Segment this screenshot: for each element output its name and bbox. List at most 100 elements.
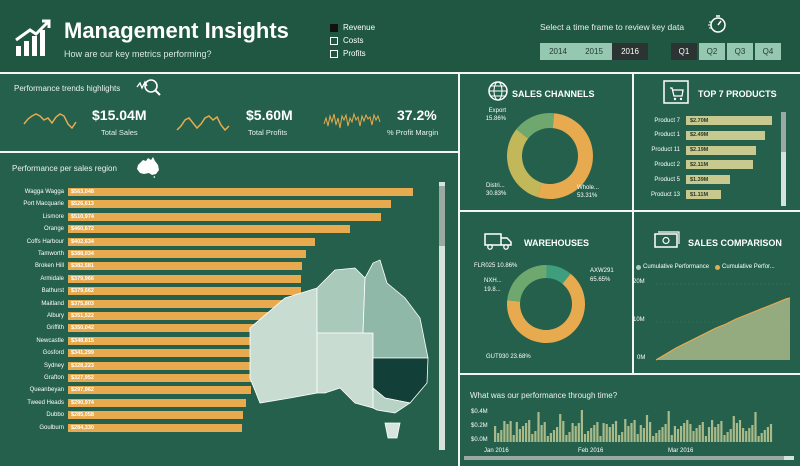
timeline-bar[interactable]: [503, 421, 506, 442]
timeline-scrollbar[interactable]: [464, 456, 794, 460]
region-bar[interactable]: $375,803: [68, 299, 299, 308]
scroll-thumb[interactable]: [781, 112, 786, 152]
timeline-bar[interactable]: [642, 428, 645, 442]
region-bar[interactable]: $328,223: [68, 361, 270, 370]
region-bar[interactable]: $348,815: [68, 336, 282, 345]
scroll-thumb[interactable]: [464, 456, 784, 460]
timeline-bar[interactable]: [748, 428, 751, 442]
timeline-bar[interactable]: [742, 428, 745, 442]
timeline-bar[interactable]: [512, 435, 515, 442]
timeline-bar[interactable]: [645, 415, 649, 442]
region-row[interactable]: Goulburn $284,330: [4, 422, 243, 434]
product-row[interactable]: Product 1 $2.49M: [640, 130, 766, 140]
timeline-bar[interactable]: [599, 436, 602, 442]
region-bar[interactable]: $379,966: [68, 274, 301, 283]
timeline-bar[interactable]: [587, 431, 590, 442]
quarter-button-q3[interactable]: Q3: [727, 43, 753, 60]
product-row[interactable]: Product 11 $2.19M: [640, 145, 756, 155]
products-scrollbar[interactable]: [781, 112, 786, 206]
timeline-bar[interactable]: [500, 430, 503, 442]
timeline-bar[interactable]: [497, 433, 500, 442]
timeline-bar[interactable]: [618, 435, 621, 442]
region-row[interactable]: Bathurst $379,662: [4, 285, 301, 297]
product-row[interactable]: Product 13 $1.11M: [640, 190, 722, 199]
scroll-thumb[interactable]: [439, 186, 445, 246]
checkbox-icon[interactable]: [330, 23, 338, 32]
donut-slice-export[interactable]: [516, 113, 555, 139]
region-row[interactable]: Dubbo $285,058: [4, 409, 243, 421]
year-button-2016[interactable]: 2016: [612, 43, 648, 60]
region-bar[interactable]: $563,048: [68, 188, 413, 196]
timeline-bar[interactable]: [571, 423, 574, 442]
product-bar[interactable]: $1.39M: [686, 175, 731, 185]
region-bar[interactable]: $350,042: [68, 324, 283, 333]
region-row[interactable]: Armidale $379,966: [4, 273, 301, 285]
timeline-bar[interactable]: [714, 427, 717, 442]
timeline-bar[interactable]: [633, 420, 636, 442]
region-row[interactable]: Griffith $350,042: [4, 322, 283, 334]
timeline-bar[interactable]: [717, 424, 720, 442]
timeline-bar[interactable]: [757, 436, 760, 442]
timeline-bar[interactable]: [552, 430, 556, 442]
timeline-bar[interactable]: [769, 424, 773, 442]
metric-option-revenue[interactable]: Revenue: [330, 23, 375, 32]
timeline-bar[interactable]: [695, 428, 698, 442]
timeline-bar[interactable]: [630, 423, 633, 442]
donut-slice-gut930[interactable]: [507, 265, 547, 302]
product-bar[interactable]: $2.19M: [686, 145, 756, 155]
timeline-bar[interactable]: [537, 412, 540, 442]
checkbox-icon[interactable]: [330, 36, 338, 45]
metric-option-profits[interactable]: Profits: [330, 49, 375, 58]
timeline-bar[interactable]: [574, 426, 577, 442]
product-bar[interactable]: $1.11M: [686, 190, 722, 199]
region-row[interactable]: Tweed Heads $290,974: [4, 397, 247, 409]
product-row[interactable]: Product 7 $2.70M: [640, 116, 772, 125]
donut-slice-axw291[interactable]: [507, 273, 585, 343]
product-row[interactable]: Product 5 $1.39M: [640, 175, 731, 185]
region-row[interactable]: Lismore $510,974: [4, 211, 382, 223]
timeline-bar[interactable]: [760, 433, 763, 442]
timeline-bar[interactable]: [639, 425, 642, 442]
timeline-bar[interactable]: [593, 425, 596, 442]
timeline-bar[interactable]: [515, 422, 518, 442]
timeline-bar[interactable]: [540, 425, 543, 442]
product-row[interactable]: Product 2 $2.11M: [640, 160, 754, 170]
timeline-bar[interactable]: [751, 425, 754, 442]
timeline-bar[interactable]: [667, 411, 670, 442]
timeline-bar[interactable]: [577, 423, 580, 442]
region-bar[interactable]: $285,058: [68, 411, 243, 420]
region-row[interactable]: Grafton $327,952: [4, 372, 269, 384]
metric-option-costs[interactable]: Costs: [330, 36, 375, 45]
australia-map[interactable]: [245, 258, 437, 444]
region-row[interactable]: Tamworth $388,034: [4, 248, 306, 260]
region-bar[interactable]: $388,034: [68, 250, 306, 258]
timeline-bar[interactable]: [506, 424, 509, 442]
region-bar[interactable]: $290,974: [68, 398, 247, 407]
region-bar[interactable]: $402,634: [68, 237, 315, 246]
timeline-bar[interactable]: [583, 434, 587, 442]
region-row[interactable]: Newcastle $348,815: [4, 335, 282, 347]
checkbox-icon[interactable]: [330, 49, 338, 58]
region-row[interactable]: Sydney $328,223: [4, 360, 270, 372]
region-row[interactable]: Broken Hill $382,581: [4, 260, 303, 272]
timeline-bar[interactable]: [525, 423, 528, 442]
quarter-button-q2[interactable]: Q2: [699, 43, 725, 60]
timeline-bar[interactable]: [528, 420, 531, 442]
timeline-bar[interactable]: [649, 422, 652, 442]
warehouses-donut[interactable]: FLR025 10.86% AXW291 65.65% GUT930 23.68% NX…: [466, 254, 632, 370]
timeline-bar[interactable]: [602, 423, 605, 442]
timeline-bar[interactable]: [686, 420, 689, 442]
timeline-bar[interactable]: [521, 426, 525, 442]
region-scrollbar[interactable]: [439, 182, 445, 450]
year-button-2014[interactable]: 2014: [540, 43, 576, 60]
timeline-bar[interactable]: [518, 429, 521, 442]
timeline-bar[interactable]: [568, 432, 571, 442]
timeline-bar[interactable]: [735, 423, 738, 442]
timeline-bar[interactable]: [729, 429, 732, 442]
region-bar[interactable]: $526,613: [68, 200, 391, 209]
timeline-bar[interactable]: [624, 419, 627, 442]
sales-channels-donut[interactable]: Export 15.86% Whole... 53.31% Distri... 30.83…: [470, 104, 630, 206]
timeline-bar[interactable]: [720, 421, 723, 442]
timeline-bar[interactable]: [543, 422, 546, 442]
timeline-bar[interactable]: [707, 427, 711, 442]
